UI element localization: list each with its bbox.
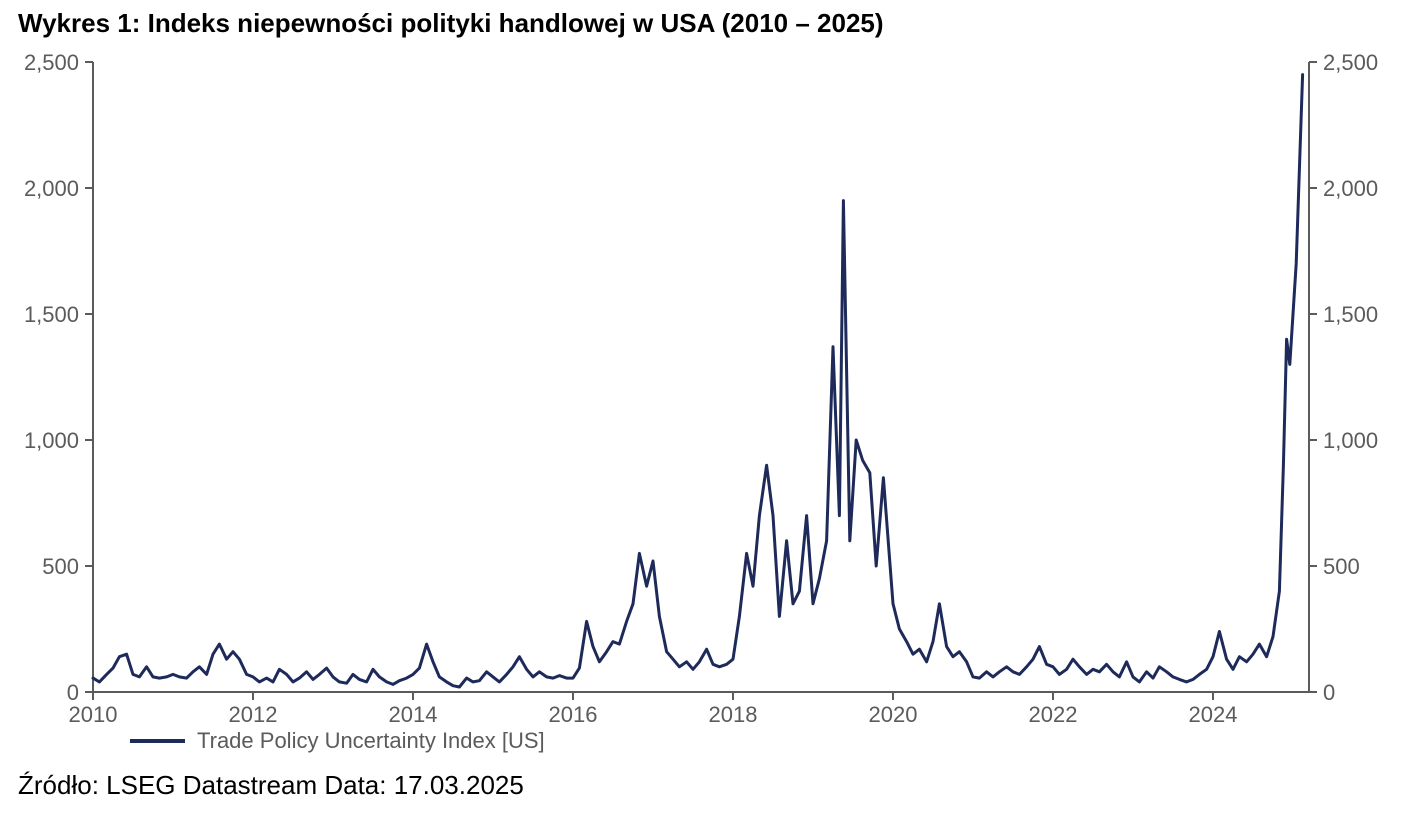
svg-text:2022: 2022 <box>1029 702 1078 727</box>
svg-text:2,500: 2,500 <box>24 50 79 75</box>
svg-text:1,500: 1,500 <box>1323 302 1378 327</box>
svg-text:2020: 2020 <box>869 702 918 727</box>
svg-text:2016: 2016 <box>549 702 598 727</box>
svg-text:1,000: 1,000 <box>1323 428 1378 453</box>
svg-text:2018: 2018 <box>709 702 758 727</box>
svg-text:2,000: 2,000 <box>1323 176 1378 201</box>
svg-text:500: 500 <box>42 554 79 579</box>
svg-text:2012: 2012 <box>229 702 278 727</box>
source-label: Źródło: LSEG Datastream Data: 17.03.2025 <box>18 770 524 801</box>
svg-text:2014: 2014 <box>389 702 438 727</box>
chart-container: Wykres 1: Indeks niepewności polityki ha… <box>0 0 1402 814</box>
legend-swatch <box>130 739 185 743</box>
chart: 05001,0001,5002,0002,50005001,0001,5002,… <box>18 50 1384 730</box>
svg-text:1,000: 1,000 <box>24 428 79 453</box>
svg-text:2024: 2024 <box>1189 702 1238 727</box>
legend: Trade Policy Uncertainty Index [US] <box>130 728 545 754</box>
chart-svg: 05001,0001,5002,0002,50005001,0001,5002,… <box>18 50 1384 730</box>
svg-text:1,500: 1,500 <box>24 302 79 327</box>
svg-text:2,000: 2,000 <box>24 176 79 201</box>
chart-title: Wykres 1: Indeks niepewności polityki ha… <box>18 8 884 39</box>
legend-label: Trade Policy Uncertainty Index [US] <box>197 728 545 754</box>
svg-text:500: 500 <box>1323 554 1360 579</box>
svg-text:2010: 2010 <box>69 702 118 727</box>
svg-text:0: 0 <box>1323 680 1335 705</box>
svg-text:2,500: 2,500 <box>1323 50 1378 75</box>
